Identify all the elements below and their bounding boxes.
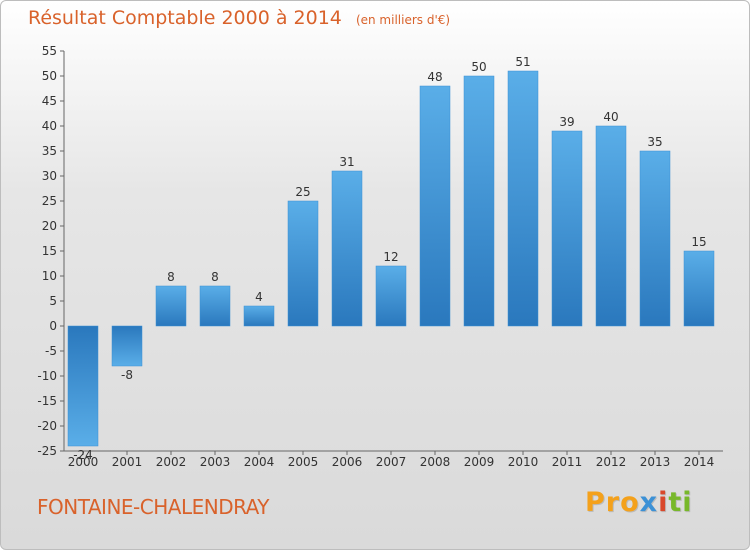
y-tick-label: 30 (42, 169, 57, 183)
bar-2008 (419, 85, 451, 327)
y-tick-label: 35 (42, 144, 57, 158)
logo-part: x (639, 487, 659, 518)
y-tick-label: 50 (42, 69, 57, 83)
data-label: 51 (515, 55, 530, 69)
y-tick-label: 10 (42, 269, 57, 283)
axes: -25 -20 -15 -10 -5 0 5 10 15 20 25 30 35 40 45 50 55 2000… (37, 44, 723, 469)
logo-part: Pro (585, 487, 640, 518)
data-label: -8 (121, 368, 133, 382)
y-tick-label: 25 (42, 194, 57, 208)
data-label: 8 (167, 270, 175, 284)
y-tick-label: 0 (49, 319, 57, 333)
data-label: 4 (255, 290, 263, 304)
data-label: 31 (339, 155, 354, 169)
proxiti-logo: Proxiti (585, 487, 693, 518)
y-tick-label: -10 (37, 369, 57, 383)
x-tick-label: 2008 (420, 455, 451, 469)
x-tick-label: 2013 (640, 455, 671, 469)
bar-2013 (639, 150, 671, 327)
x-tick-label: 2012 (596, 455, 627, 469)
data-label: 12 (383, 250, 398, 264)
y-tick-label: -15 (37, 394, 57, 408)
data-label: 39 (559, 115, 574, 129)
data-label: 25 (295, 185, 310, 199)
y-tick-label: 20 (42, 219, 57, 233)
bar-2004 (243, 305, 275, 327)
bar-2001 (111, 325, 143, 367)
data-label: 50 (471, 60, 486, 74)
x-tick-label: 2004 (244, 455, 275, 469)
x-tick-label: 2010 (508, 455, 539, 469)
data-label: 15 (691, 235, 706, 249)
data-labels: -24 -8 8 8 4 25 31 12 48 50 51 39 40 35 15 (73, 55, 706, 462)
y-tick-label: 45 (42, 94, 57, 108)
chart-subtitle: (en milliers d'€) (355, 13, 451, 27)
x-tick-label: 2001 (112, 455, 143, 469)
y-tick-label: 15 (42, 244, 57, 258)
x-tick-label: 2002 (156, 455, 187, 469)
bar-2002 (155, 285, 187, 327)
bar-2011 (551, 130, 583, 327)
y-tick-label: -25 (37, 444, 57, 458)
logo-part: i (658, 487, 669, 518)
x-tick-label: 2006 (332, 455, 363, 469)
bar-2005 (287, 200, 319, 327)
y-tick-label: -5 (45, 344, 57, 358)
x-tick-label: 2003 (200, 455, 231, 469)
y-tick-label: 40 (42, 119, 57, 133)
y-tick-label: -20 (37, 419, 57, 433)
chart-title-text: Résultat Comptable 2000 à 2014 (28, 7, 342, 29)
data-label: 40 (603, 110, 618, 124)
data-label: -24 (73, 448, 93, 462)
bars (67, 70, 715, 447)
x-tick-label: 2000 (68, 455, 99, 469)
bar-2012 (595, 125, 627, 327)
x-tick-label: 2009 (464, 455, 495, 469)
bar-2010 (507, 70, 539, 327)
y-tick-label: 5 (49, 294, 57, 308)
bar-2009 (463, 75, 495, 327)
bar-2014 (683, 250, 715, 327)
x-tick-label: 2014 (684, 455, 715, 469)
commune-name: FONTAINE-CHALENDRAY (37, 495, 270, 519)
y-tick-label: 55 (42, 44, 57, 58)
data-label: 8 (211, 270, 219, 284)
bar-2003 (199, 285, 231, 327)
x-tick-label: 2007 (376, 455, 407, 469)
bar-2000 (67, 325, 99, 447)
chart-title: Résultat Comptable 2000 à 2014 (en milli… (28, 7, 450, 29)
bar-2007 (375, 265, 407, 327)
logo-part: ti (668, 487, 693, 518)
bar-2006 (331, 170, 363, 327)
x-tick-label: 2011 (552, 455, 583, 469)
data-label: 35 (647, 135, 662, 149)
x-tick-label: 2005 (288, 455, 319, 469)
data-label: 48 (427, 70, 442, 84)
